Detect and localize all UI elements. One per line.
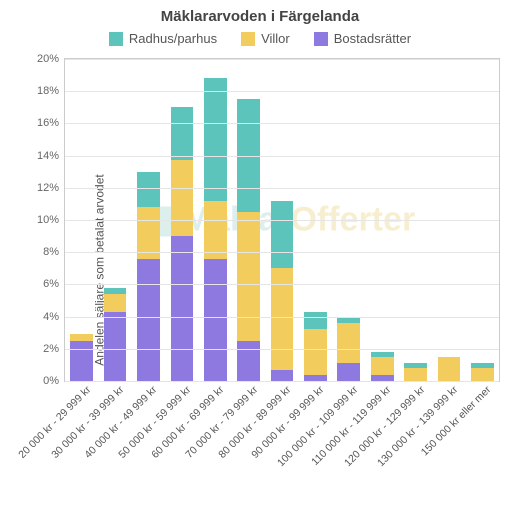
bar-segment-villor xyxy=(404,368,427,381)
bar-segment-villor xyxy=(204,201,227,259)
y-tick-label: 12% xyxy=(37,182,65,194)
y-tick-label: 6% xyxy=(43,278,65,290)
legend-swatch xyxy=(109,32,123,46)
stacked-bar xyxy=(304,312,327,381)
bar-segment-bostads xyxy=(70,341,93,381)
gridline xyxy=(65,91,499,92)
legend-swatch xyxy=(314,32,328,46)
y-tick-label: 18% xyxy=(37,85,65,97)
legend-swatch xyxy=(241,32,255,46)
bar-segment-villor xyxy=(137,207,160,259)
y-tick-label: 0% xyxy=(43,375,65,387)
bar-segment-bostads xyxy=(337,363,360,381)
gridline xyxy=(65,188,499,189)
bar-segment-bostads xyxy=(104,312,127,381)
gridline xyxy=(65,252,499,253)
plot-area: MäklarOfferter 20 000 kr - 29 999 kr30 0… xyxy=(64,58,500,382)
bar-segment-bostads xyxy=(204,259,227,381)
legend-item: Villor xyxy=(241,31,290,46)
stacked-bar xyxy=(237,99,260,381)
bar-segment-bostads xyxy=(137,259,160,381)
bar-segment-bostads xyxy=(171,236,194,381)
bar-segment-villor xyxy=(304,329,327,374)
y-tick-label: 2% xyxy=(43,343,65,355)
stacked-bar xyxy=(171,107,194,381)
bar-segment-villor xyxy=(237,212,260,341)
plot-wrap: Andelen säljare som betalat arvodet Mäkl… xyxy=(8,50,512,490)
stacked-bar xyxy=(404,363,427,381)
legend-item: Bostadsrätter xyxy=(314,31,411,46)
stacked-bar xyxy=(371,352,394,381)
gridline xyxy=(65,220,499,221)
gridline xyxy=(65,349,499,350)
y-tick-label: 4% xyxy=(43,311,65,323)
bar-segment-radhus xyxy=(304,312,327,330)
gridline xyxy=(65,284,499,285)
legend-label: Villor xyxy=(261,31,290,46)
y-tick-label: 20% xyxy=(37,53,65,65)
bar-segment-villor xyxy=(337,323,360,363)
bar-segment-radhus xyxy=(271,201,294,269)
stacked-bar xyxy=(70,334,93,381)
bar-segment-bostads xyxy=(237,341,260,381)
y-tick-label: 10% xyxy=(37,214,65,226)
y-tick-label: 14% xyxy=(37,150,65,162)
stacked-bar xyxy=(104,288,127,381)
bar-segment-radhus xyxy=(204,78,227,200)
gridline xyxy=(65,156,499,157)
legend-label: Radhus/parhus xyxy=(129,31,217,46)
gridline xyxy=(65,59,499,60)
gridline xyxy=(65,123,499,124)
gridline xyxy=(65,381,499,382)
bar-segment-villor xyxy=(471,368,494,381)
legend-label: Bostadsrätter xyxy=(334,31,411,46)
bar-segment-villor xyxy=(438,357,461,381)
stacked-bar xyxy=(438,357,461,381)
stacked-bar xyxy=(471,363,494,381)
gridline xyxy=(65,317,499,318)
bar-segment-villor xyxy=(104,294,127,312)
bar-segment-bostads xyxy=(271,370,294,381)
y-tick-label: 16% xyxy=(37,117,65,129)
y-tick-label: 8% xyxy=(43,246,65,258)
bar-segment-radhus xyxy=(137,172,160,207)
chart-legend: Radhus/parhus Villor Bostadsrätter xyxy=(8,31,512,46)
stacked-bar xyxy=(271,201,294,381)
chart-container: Mäklararvoden i Färgelanda Radhus/parhus… xyxy=(0,0,520,520)
chart-title: Mäklararvoden i Färgelanda xyxy=(8,8,512,25)
bar-segment-villor xyxy=(171,160,194,236)
bar-segment-villor xyxy=(371,357,394,375)
legend-item: Radhus/parhus xyxy=(109,31,217,46)
bar-segment-radhus xyxy=(171,107,194,160)
